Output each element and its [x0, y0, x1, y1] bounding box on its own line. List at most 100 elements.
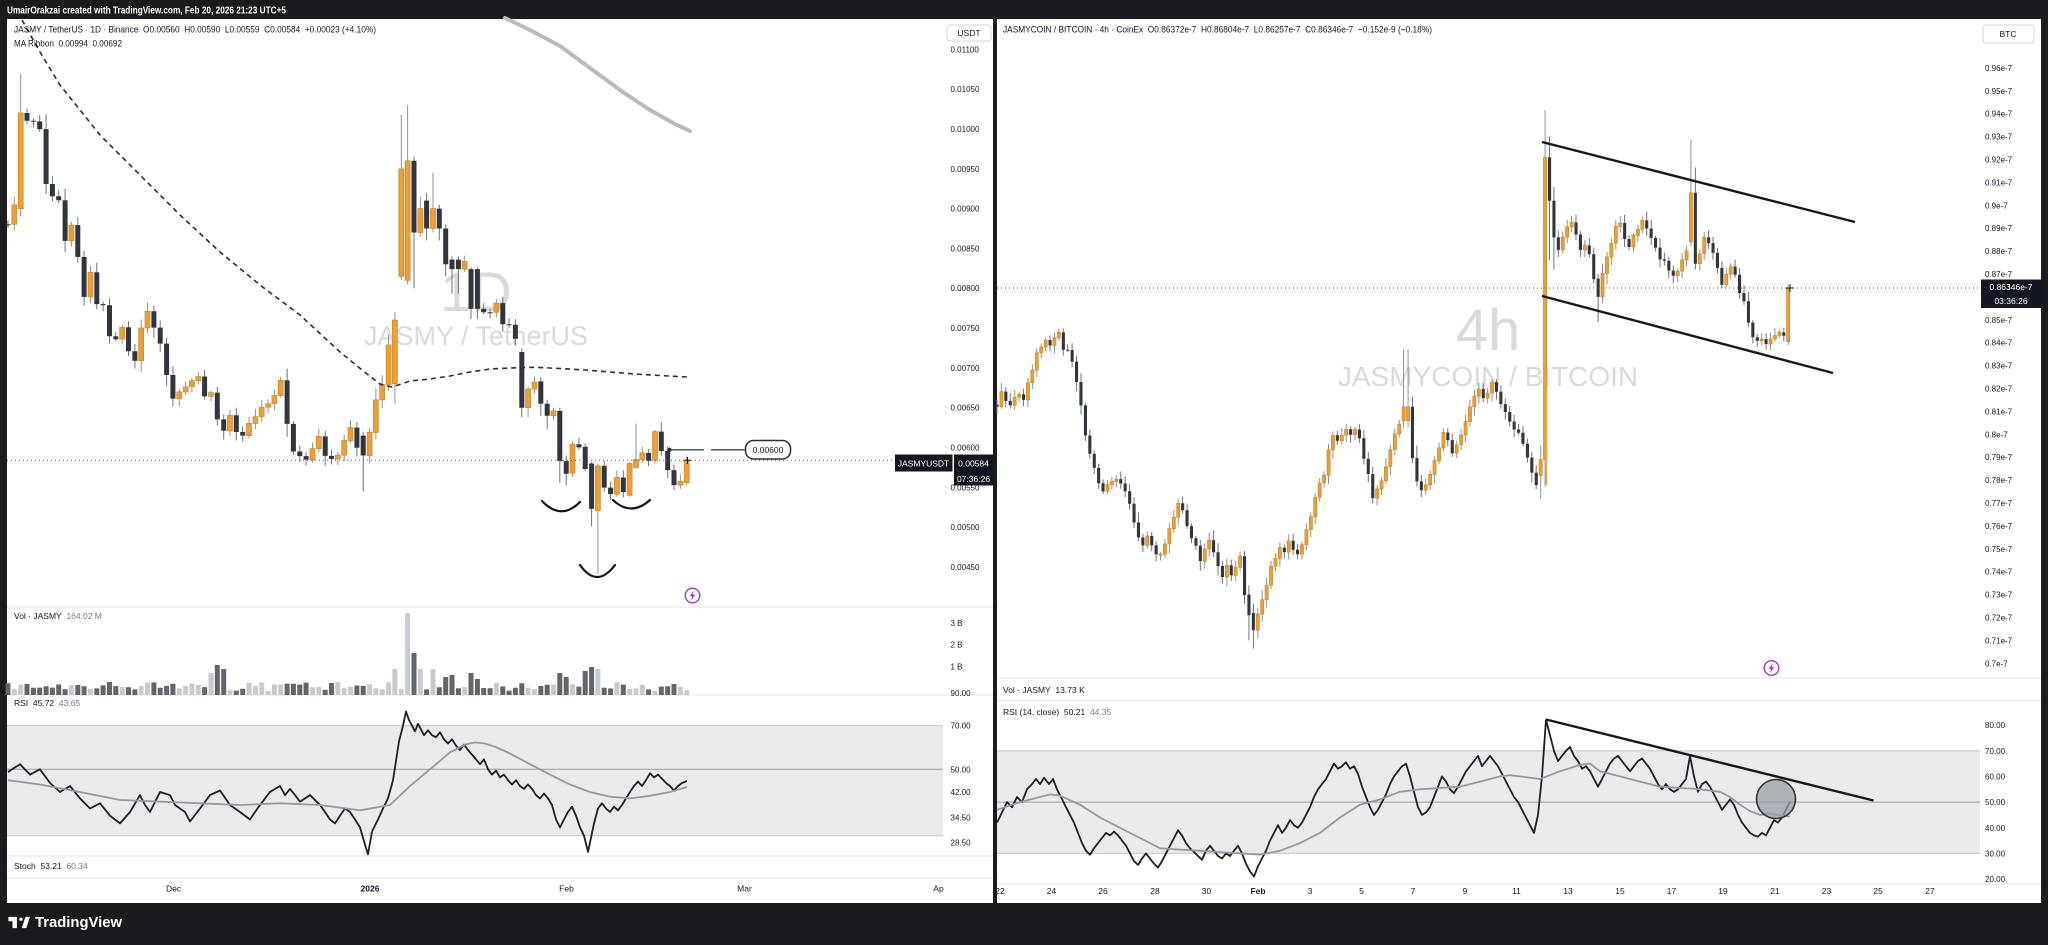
svg-text:30: 30	[1202, 886, 1212, 896]
svg-text:0.87e-7: 0.87e-7	[1985, 270, 2013, 279]
svg-text:0.95e-7: 0.95e-7	[1985, 87, 2013, 96]
svg-text:0.00600: 0.00600	[753, 445, 784, 455]
svg-text:0.00900: 0.00900	[951, 205, 980, 214]
svg-text:Feb: Feb	[559, 884, 574, 894]
svg-text:RSI (14, close) 50.21 44.35: RSI (14, close) 50.21 44.35	[1003, 707, 1111, 717]
svg-text:17: 17	[1667, 886, 1677, 896]
svg-text:0.00550: 0.00550	[951, 483, 980, 492]
svg-text:Mar: Mar	[737, 884, 752, 894]
svg-text:30.00: 30.00	[1985, 849, 2006, 858]
svg-text:23: 23	[1822, 886, 1832, 896]
svg-text:2026: 2026	[361, 884, 380, 894]
svg-text:90.00: 90.00	[951, 689, 972, 698]
svg-text:3: 3	[1308, 886, 1313, 896]
svg-text:0.71e-7: 0.71e-7	[1985, 636, 2013, 645]
svg-text:Stoch 53.21 60.34: Stoch 53.21 60.34	[14, 861, 88, 871]
svg-text:0.75e-7: 0.75e-7	[1985, 545, 2013, 554]
svg-text:BTC: BTC	[2000, 29, 2017, 39]
svg-text:15: 15	[1615, 886, 1625, 896]
svg-text:4h: 4h	[1456, 298, 1521, 363]
svg-text:0.93e-7: 0.93e-7	[1985, 133, 2013, 142]
svg-text:1 B: 1 B	[951, 663, 963, 672]
svg-text:0.00950: 0.00950	[951, 165, 980, 174]
svg-text:0.01000: 0.01000	[951, 125, 980, 134]
svg-text:24: 24	[1047, 886, 1057, 896]
svg-text:0.00500: 0.00500	[951, 523, 980, 532]
svg-text:UmairOrakzai created with Trad: UmairOrakzai created with TradingView.co…	[7, 6, 286, 17]
svg-text:11: 11	[1512, 886, 1521, 896]
svg-text:JASMY / TetherUS: JASMY / TetherUS	[364, 321, 588, 351]
svg-text:0.83e-7: 0.83e-7	[1985, 362, 2013, 371]
svg-text:0.00600: 0.00600	[951, 444, 980, 453]
svg-text:JASMYCOIN / BITCOIN · 4h · Coi: JASMYCOIN / BITCOIN · 4h · CoinEx O0.863…	[1003, 25, 1432, 36]
svg-text:20.00: 20.00	[1985, 875, 2006, 884]
svg-text:0.82e-7: 0.82e-7	[1985, 385, 2013, 394]
svg-text:70.00: 70.00	[1985, 747, 2006, 756]
svg-text:0.94e-7: 0.94e-7	[1985, 110, 2013, 119]
svg-text:0.00650: 0.00650	[951, 404, 980, 413]
svg-text:27: 27	[1925, 886, 1935, 896]
svg-text:60.00: 60.00	[1985, 772, 2006, 781]
svg-text:19: 19	[1718, 886, 1728, 896]
svg-text:Dec: Dec	[166, 884, 182, 894]
svg-text:0.7e-7: 0.7e-7	[1985, 659, 2008, 668]
svg-text:TradingView: TradingView	[35, 915, 123, 931]
svg-text:0.88e-7: 0.88e-7	[1985, 247, 2013, 256]
svg-text:2 B: 2 B	[951, 641, 963, 650]
svg-text:42.00: 42.00	[951, 788, 972, 797]
svg-text:0.89e-7: 0.89e-7	[1985, 224, 2013, 233]
svg-text:0.85e-7: 0.85e-7	[1985, 316, 2013, 325]
svg-text:MA Ribbon 0.00994 0.00692: MA Ribbon 0.00994 0.00692	[14, 39, 122, 50]
svg-text:50.00: 50.00	[1985, 798, 2006, 807]
svg-text:70.00: 70.00	[951, 722, 972, 731]
svg-text:0.8e-7: 0.8e-7	[1985, 430, 2008, 439]
svg-text:0.00850: 0.00850	[951, 244, 980, 253]
svg-text:0.84e-7: 0.84e-7	[1985, 339, 2013, 348]
svg-text:25: 25	[1873, 886, 1883, 896]
svg-text:0.96e-7: 0.96e-7	[1985, 64, 2013, 73]
svg-text:Ap: Ap	[933, 884, 944, 894]
svg-text:0.00750: 0.00750	[951, 324, 980, 333]
svg-text:80.00: 80.00	[1985, 721, 2006, 730]
svg-text:0.72e-7: 0.72e-7	[1985, 614, 2013, 623]
svg-text:0.77e-7: 0.77e-7	[1985, 499, 2013, 508]
svg-text:21: 21	[1770, 886, 1780, 896]
svg-text:13: 13	[1563, 886, 1573, 896]
svg-text:JASMYCOIN / BITCOIN: JASMYCOIN / BITCOIN	[1338, 361, 1638, 392]
svg-text:03:36:26: 03:36:26	[1994, 296, 2027, 306]
svg-text:7: 7	[1411, 886, 1416, 896]
svg-text:9: 9	[1463, 886, 1468, 896]
svg-text:0.01050: 0.01050	[951, 85, 980, 94]
svg-text:Vol · JASMY 164.02 M: Vol · JASMY 164.02 M	[14, 611, 102, 621]
svg-text:Vol · JASMY 13.73 K: Vol · JASMY 13.73 K	[1003, 685, 1085, 695]
svg-text:USDT: USDT	[957, 28, 980, 38]
svg-text:0.9e-7: 0.9e-7	[1985, 201, 2008, 210]
svg-text:0.92e-7: 0.92e-7	[1985, 156, 2013, 165]
svg-text:RSI 45.72 43.65: RSI 45.72 43.65	[14, 698, 80, 708]
svg-text:0.00700: 0.00700	[951, 364, 980, 373]
svg-text:0.91e-7: 0.91e-7	[1985, 178, 2013, 187]
svg-text:40.00: 40.00	[1985, 824, 2006, 833]
svg-text:5: 5	[1359, 886, 1364, 896]
svg-text:34.50: 34.50	[951, 814, 972, 823]
svg-text:0.01100: 0.01100	[951, 45, 980, 54]
svg-text:Feb: Feb	[1250, 886, 1265, 896]
svg-text:22: 22	[995, 886, 1005, 896]
svg-text:50.00: 50.00	[951, 765, 972, 774]
svg-text:0.74e-7: 0.74e-7	[1985, 568, 2013, 577]
svg-text:26: 26	[1098, 886, 1108, 896]
svg-text:0.00584: 0.00584	[958, 459, 989, 469]
svg-text:0.86346e-7: 0.86346e-7	[1989, 282, 2032, 292]
svg-text:0.81e-7: 0.81e-7	[1985, 407, 2013, 416]
svg-text:0.76e-7: 0.76e-7	[1985, 522, 2013, 531]
svg-text:28: 28	[1150, 886, 1160, 896]
svg-text:JASMY / TetherUS · 1D · Binanc: JASMY / TetherUS · 1D · Binance O0.00560…	[14, 25, 376, 36]
svg-text:28.50: 28.50	[951, 838, 972, 847]
svg-text:0.00450: 0.00450	[951, 563, 980, 572]
svg-text:0.79e-7: 0.79e-7	[1985, 453, 2013, 462]
svg-text:0.00800: 0.00800	[951, 284, 980, 293]
svg-text:07:36:26: 07:36:26	[957, 474, 990, 484]
svg-text:JASMYUSDT: JASMYUSDT	[898, 459, 949, 469]
svg-text:0.73e-7: 0.73e-7	[1985, 591, 2013, 600]
svg-text:3 B: 3 B	[951, 619, 963, 628]
